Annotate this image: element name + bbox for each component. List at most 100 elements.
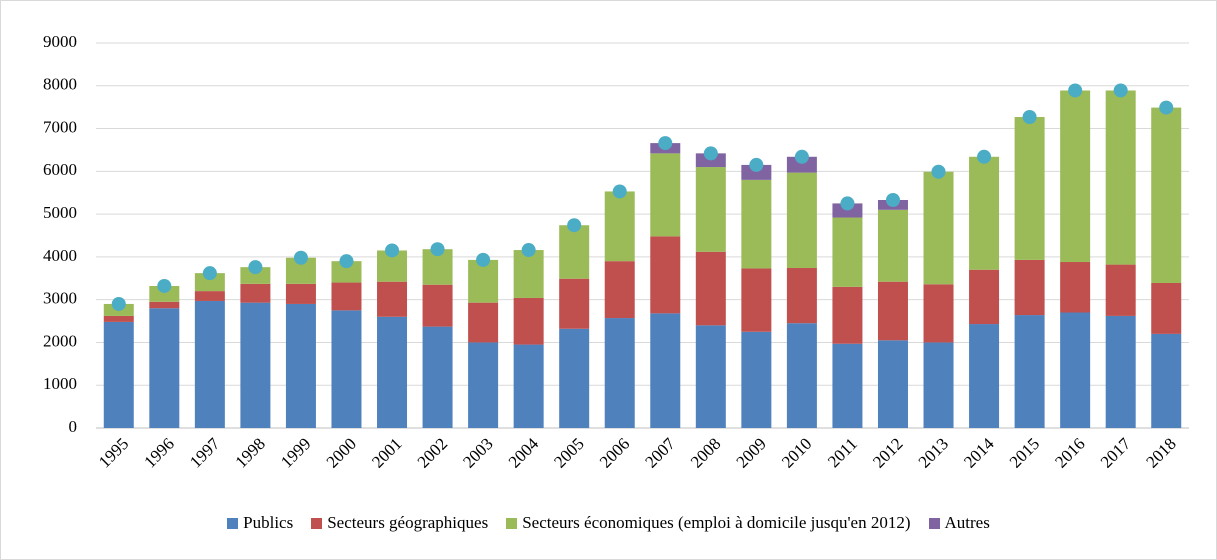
bar-segment <box>240 267 271 284</box>
y-tick-label: 5000 <box>43 203 77 222</box>
x-tick-label: 2005 <box>550 434 587 471</box>
bar-segment <box>695 325 726 428</box>
y-tick-label: 2000 <box>43 331 77 350</box>
bar-segment <box>559 225 590 279</box>
total-marker <box>703 146 718 161</box>
legend-item: Autres <box>928 513 990 533</box>
x-tick-label: 2007 <box>641 434 679 472</box>
bar-segment <box>559 328 590 428</box>
y-tick-label: 9000 <box>43 32 77 51</box>
x-tick-label: 1996 <box>140 434 177 471</box>
bar-segment <box>1105 264 1136 316</box>
bar-segment <box>741 268 772 332</box>
bar-segment <box>377 281 408 317</box>
bar-segment <box>969 324 1000 428</box>
total-marker <box>1068 83 1083 98</box>
bar-segment <box>1060 312 1091 428</box>
total-marker <box>339 254 354 269</box>
x-tick-label: 2011 <box>824 434 861 471</box>
total-marker <box>794 149 809 164</box>
bar-segment <box>1151 107 1182 283</box>
bar-segment <box>194 291 225 301</box>
y-tick-label: 1000 <box>43 374 77 393</box>
bar-segment <box>923 342 954 428</box>
legend-item: Secteurs géographiques <box>311 513 488 533</box>
legend-label: Publics <box>243 513 294 532</box>
legend-label: Autres <box>944 513 990 532</box>
bar-segment <box>741 164 772 180</box>
bar-segment <box>832 343 863 428</box>
bar-segment <box>832 286 863 344</box>
bar-segment <box>1014 259 1045 316</box>
total-marker <box>111 296 126 311</box>
bar-segment <box>741 179 772 269</box>
bar-segment <box>285 283 316 304</box>
bar-segment <box>786 156 817 173</box>
bar-segment <box>1105 90 1136 265</box>
bar-segment <box>1014 117 1045 260</box>
legend-swatch <box>227 517 239 529</box>
total-marker <box>840 196 855 211</box>
x-tick-label: 2015 <box>1006 434 1043 471</box>
bar-segment <box>468 342 499 428</box>
bar-segment <box>1151 333 1182 428</box>
bar-segment <box>832 217 863 287</box>
bar-segment <box>1060 90 1091 263</box>
y-tick-label: 7000 <box>43 117 77 136</box>
total-marker <box>977 149 992 164</box>
x-tick-label: 2004 <box>505 434 543 472</box>
bar-segment <box>923 284 954 343</box>
y-tick-label: 8000 <box>43 75 77 94</box>
chart: 0 1000 2000 3000 4000 5000 6000 7000 8000 9000 199… <box>43 32 1189 472</box>
bar-segment <box>149 301 180 309</box>
total-marker <box>885 192 900 207</box>
legend-swatch <box>928 517 940 529</box>
x-tick-label: 2013 <box>915 434 952 471</box>
bar-segment <box>513 250 544 298</box>
bar-segment <box>103 321 134 428</box>
bar-segment <box>513 344 544 428</box>
bar-segment <box>1014 315 1045 428</box>
bar-segment <box>832 203 863 218</box>
bar-segment <box>877 209 908 282</box>
bar-segment <box>240 283 271 303</box>
total-marker <box>202 266 217 281</box>
legend-label: Secteurs géographiques <box>327 513 489 532</box>
x-tick-label: 2009 <box>732 434 769 471</box>
bar-segment <box>422 284 453 327</box>
x-tick-label: 2016 <box>1051 434 1088 471</box>
legend-swatch <box>311 517 323 529</box>
x-tick-label: 2010 <box>778 434 815 471</box>
bar-segment <box>331 310 362 428</box>
bar-segment <box>695 167 726 252</box>
x-tick-label: 2014 <box>960 434 998 472</box>
x-tick-label: 2003 <box>459 434 496 471</box>
x-tick-label: 1995 <box>95 434 132 471</box>
bar-segment <box>650 153 681 237</box>
bar-segment <box>513 297 544 345</box>
total-marker <box>430 242 445 257</box>
bar-segment <box>741 331 772 428</box>
total-marker <box>248 260 263 275</box>
total-marker <box>612 184 627 199</box>
bar-segment <box>149 285 180 302</box>
total-marker <box>521 243 536 258</box>
legend-item: Publics <box>227 513 293 533</box>
y-tick-label: 4000 <box>43 246 77 265</box>
bar-segment <box>103 315 134 322</box>
bar-segment <box>1060 262 1091 313</box>
bar-segment <box>377 316 408 428</box>
bar-segment <box>604 261 635 319</box>
x-tick-label: 2001 <box>368 434 405 471</box>
x-tick-label: 2012 <box>869 434 906 471</box>
total-marker <box>749 157 764 172</box>
x-tick-label: 2008 <box>687 434 724 471</box>
bar-segment <box>650 313 681 428</box>
legend-swatch <box>506 517 518 529</box>
total-marker <box>567 218 582 233</box>
total-marker <box>1022 110 1037 125</box>
bar-segment <box>877 340 908 428</box>
bar-segment <box>786 323 817 428</box>
y-tick-label: 0 <box>69 417 78 436</box>
